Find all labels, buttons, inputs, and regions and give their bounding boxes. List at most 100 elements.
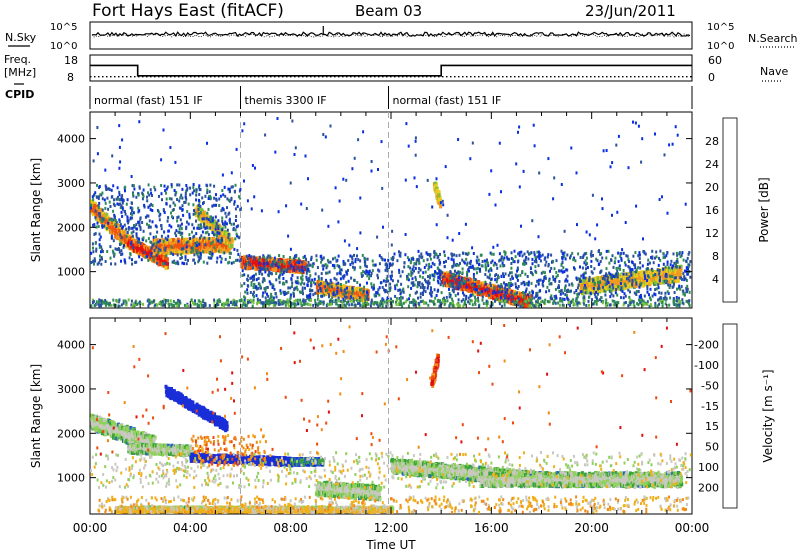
scatter-cell bbox=[241, 274, 244, 277]
data-cell bbox=[343, 284, 347, 289]
scatter-cell bbox=[148, 219, 151, 223]
scatter-cell bbox=[266, 256, 269, 260]
scatter-cell bbox=[378, 293, 381, 297]
scatter-cell bbox=[279, 265, 281, 269]
scatter-cell bbox=[240, 258, 242, 262]
scatter-cell bbox=[510, 266, 513, 270]
scatter-cell bbox=[250, 283, 253, 287]
scatter-cell bbox=[143, 203, 146, 207]
scatter-cell bbox=[185, 262, 188, 266]
scatter-cell bbox=[93, 262, 95, 266]
scatter-cell bbox=[109, 245, 112, 249]
scatter-cell bbox=[190, 250, 193, 254]
scatter-cell bbox=[221, 222, 224, 226]
scatter-cell bbox=[623, 292, 626, 296]
scatter-cell bbox=[101, 225, 104, 229]
scatter-cell bbox=[208, 195, 210, 199]
data-cell bbox=[96, 207, 100, 212]
scatter-cell bbox=[240, 284, 243, 288]
scatter-cell bbox=[381, 285, 384, 289]
scatter-cell bbox=[147, 183, 150, 187]
scatter-cell bbox=[284, 290, 287, 294]
scatter-cell bbox=[135, 223, 138, 227]
data-cell bbox=[262, 258, 266, 262]
scatter-cell bbox=[213, 203, 215, 207]
scatter-cell bbox=[186, 220, 188, 224]
scatter-cell bbox=[130, 226, 133, 230]
scatter-cell bbox=[227, 232, 230, 236]
scatter-cell bbox=[110, 262, 112, 266]
scatter-cell bbox=[202, 250, 205, 254]
scatter-cell bbox=[157, 247, 160, 251]
scatter-cell bbox=[383, 288, 386, 292]
scatter-cell bbox=[252, 266, 254, 270]
scatter-cell bbox=[194, 211, 197, 215]
scatter-cell bbox=[216, 234, 218, 238]
data-cell bbox=[258, 262, 262, 267]
data-cell bbox=[102, 221, 106, 226]
scatter-cell bbox=[164, 262, 167, 265]
scatter-cell bbox=[142, 188, 145, 192]
scatter-cell bbox=[131, 212, 134, 216]
scatter-cell bbox=[211, 219, 214, 222]
scatter-cell bbox=[139, 241, 142, 245]
data-cell bbox=[365, 298, 368, 303]
scatter-cell bbox=[138, 220, 141, 224]
data-cell bbox=[433, 181, 437, 186]
scatter-cell bbox=[111, 218, 114, 222]
scatter-cell bbox=[220, 236, 223, 240]
data-cell bbox=[475, 281, 479, 286]
scatter-cell bbox=[359, 288, 362, 292]
scatter-cell bbox=[216, 231, 219, 235]
data-cell bbox=[666, 275, 670, 280]
scatter-cell bbox=[346, 286, 348, 290]
scatter-cell bbox=[264, 290, 267, 294]
scatter-cell bbox=[232, 228, 235, 232]
scatter-cell bbox=[258, 265, 261, 269]
scatter-cell bbox=[210, 218, 213, 222]
scatter-cell bbox=[255, 285, 258, 289]
scatter-cell bbox=[257, 286, 260, 290]
scatter-cell bbox=[161, 198, 163, 202]
data-cell bbox=[109, 219, 113, 223]
scatter-cell bbox=[132, 230, 135, 234]
scatter-cell bbox=[90, 206, 92, 210]
scatter-cell bbox=[515, 285, 517, 289]
data-cell bbox=[241, 264, 245, 269]
scatter-cell bbox=[208, 190, 211, 194]
scatter-cell bbox=[109, 205, 112, 208]
scatter-cell bbox=[157, 240, 160, 244]
scatter-cell bbox=[120, 249, 123, 253]
scatter-cell bbox=[351, 255, 353, 259]
scatter-cell bbox=[174, 203, 177, 207]
scatter-cell bbox=[211, 252, 214, 256]
scatter-cell bbox=[305, 271, 308, 275]
scatter-cell bbox=[131, 262, 134, 266]
data-cell bbox=[673, 279, 677, 284]
data-cell bbox=[488, 291, 492, 296]
scatter-cell bbox=[217, 225, 220, 228]
freq-panel: Freq. [MHz] 18 8 60 0 Nave bbox=[4, 53, 788, 84]
scatter-cell bbox=[263, 277, 266, 281]
scatter-cell bbox=[353, 268, 356, 272]
scatter-cell bbox=[204, 231, 207, 235]
scatter-cell bbox=[278, 300, 281, 304]
scatter-cell bbox=[311, 289, 314, 293]
scatter-cell bbox=[115, 224, 118, 228]
scatter-cell bbox=[282, 255, 285, 258]
scatter-cell bbox=[389, 263, 392, 267]
scatter-cell bbox=[340, 282, 342, 286]
scatter-cell bbox=[258, 258, 261, 262]
scatter-cell bbox=[317, 277, 320, 281]
scatter-cell bbox=[296, 260, 298, 264]
scatter-cell bbox=[192, 249, 195, 253]
scatter-cell bbox=[364, 270, 366, 274]
scatter-cell bbox=[309, 263, 312, 267]
scatter-cell bbox=[252, 298, 255, 302]
scatter-cell bbox=[634, 266, 637, 270]
scatter-cell bbox=[385, 300, 388, 304]
date-title: 23/Jun/2011 bbox=[585, 2, 676, 20]
scatter-cell bbox=[327, 260, 330, 264]
scatter-cell bbox=[227, 261, 230, 265]
scatter-cell bbox=[209, 196, 212, 200]
